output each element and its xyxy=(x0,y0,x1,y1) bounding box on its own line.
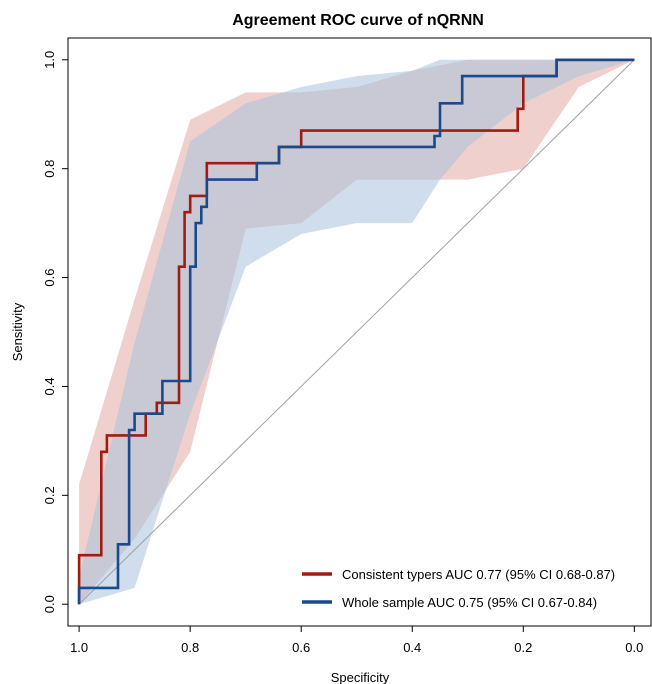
legend: Consistent typers AUC 0.77 (95% CI 0.68-… xyxy=(302,567,615,610)
y-tick-label: 0.0 xyxy=(42,595,57,613)
x-tick-label: 0.8 xyxy=(181,640,199,655)
legend-label-whole: Whole sample AUC 0.75 (95% CI 0.67-0.84) xyxy=(342,595,597,610)
legend-label-consistent: Consistent typers AUC 0.77 (95% CI 0.68-… xyxy=(342,567,615,582)
x-axis-ticks: 1.0 0.8 0.6 0.4 0.2 0.0 xyxy=(70,626,643,655)
ci-band-1 xyxy=(79,59,635,605)
reference-diagonal xyxy=(78,59,635,605)
y-tick-label: 0.8 xyxy=(42,160,57,178)
y-tick-label: 0.4 xyxy=(42,377,57,395)
y-tick-label: 0.6 xyxy=(42,269,57,287)
roc-line-1 xyxy=(77,58,635,605)
y-axis-label: Sensitivity xyxy=(10,302,25,361)
x-tick-label: 0.4 xyxy=(403,640,421,655)
plot-frame xyxy=(67,37,652,627)
x-tick-label: 0.6 xyxy=(292,640,310,655)
x-tick-label: 0.0 xyxy=(625,640,643,655)
x-tick-label: 1.0 xyxy=(70,640,88,655)
x-tick-label: 0.2 xyxy=(514,640,532,655)
x-axis-label: Specificity xyxy=(331,670,390,684)
y-tick-label: 0.2 xyxy=(42,486,57,504)
plot-area xyxy=(77,58,635,605)
chart-title: Agreement ROC curve of nQRNN xyxy=(232,12,484,29)
roc-line-0 xyxy=(77,58,635,605)
y-tick-label: 1.0 xyxy=(42,51,57,69)
y-axis-ticks: 0.0 0.2 0.4 0.6 0.8 1.0 xyxy=(42,51,68,613)
